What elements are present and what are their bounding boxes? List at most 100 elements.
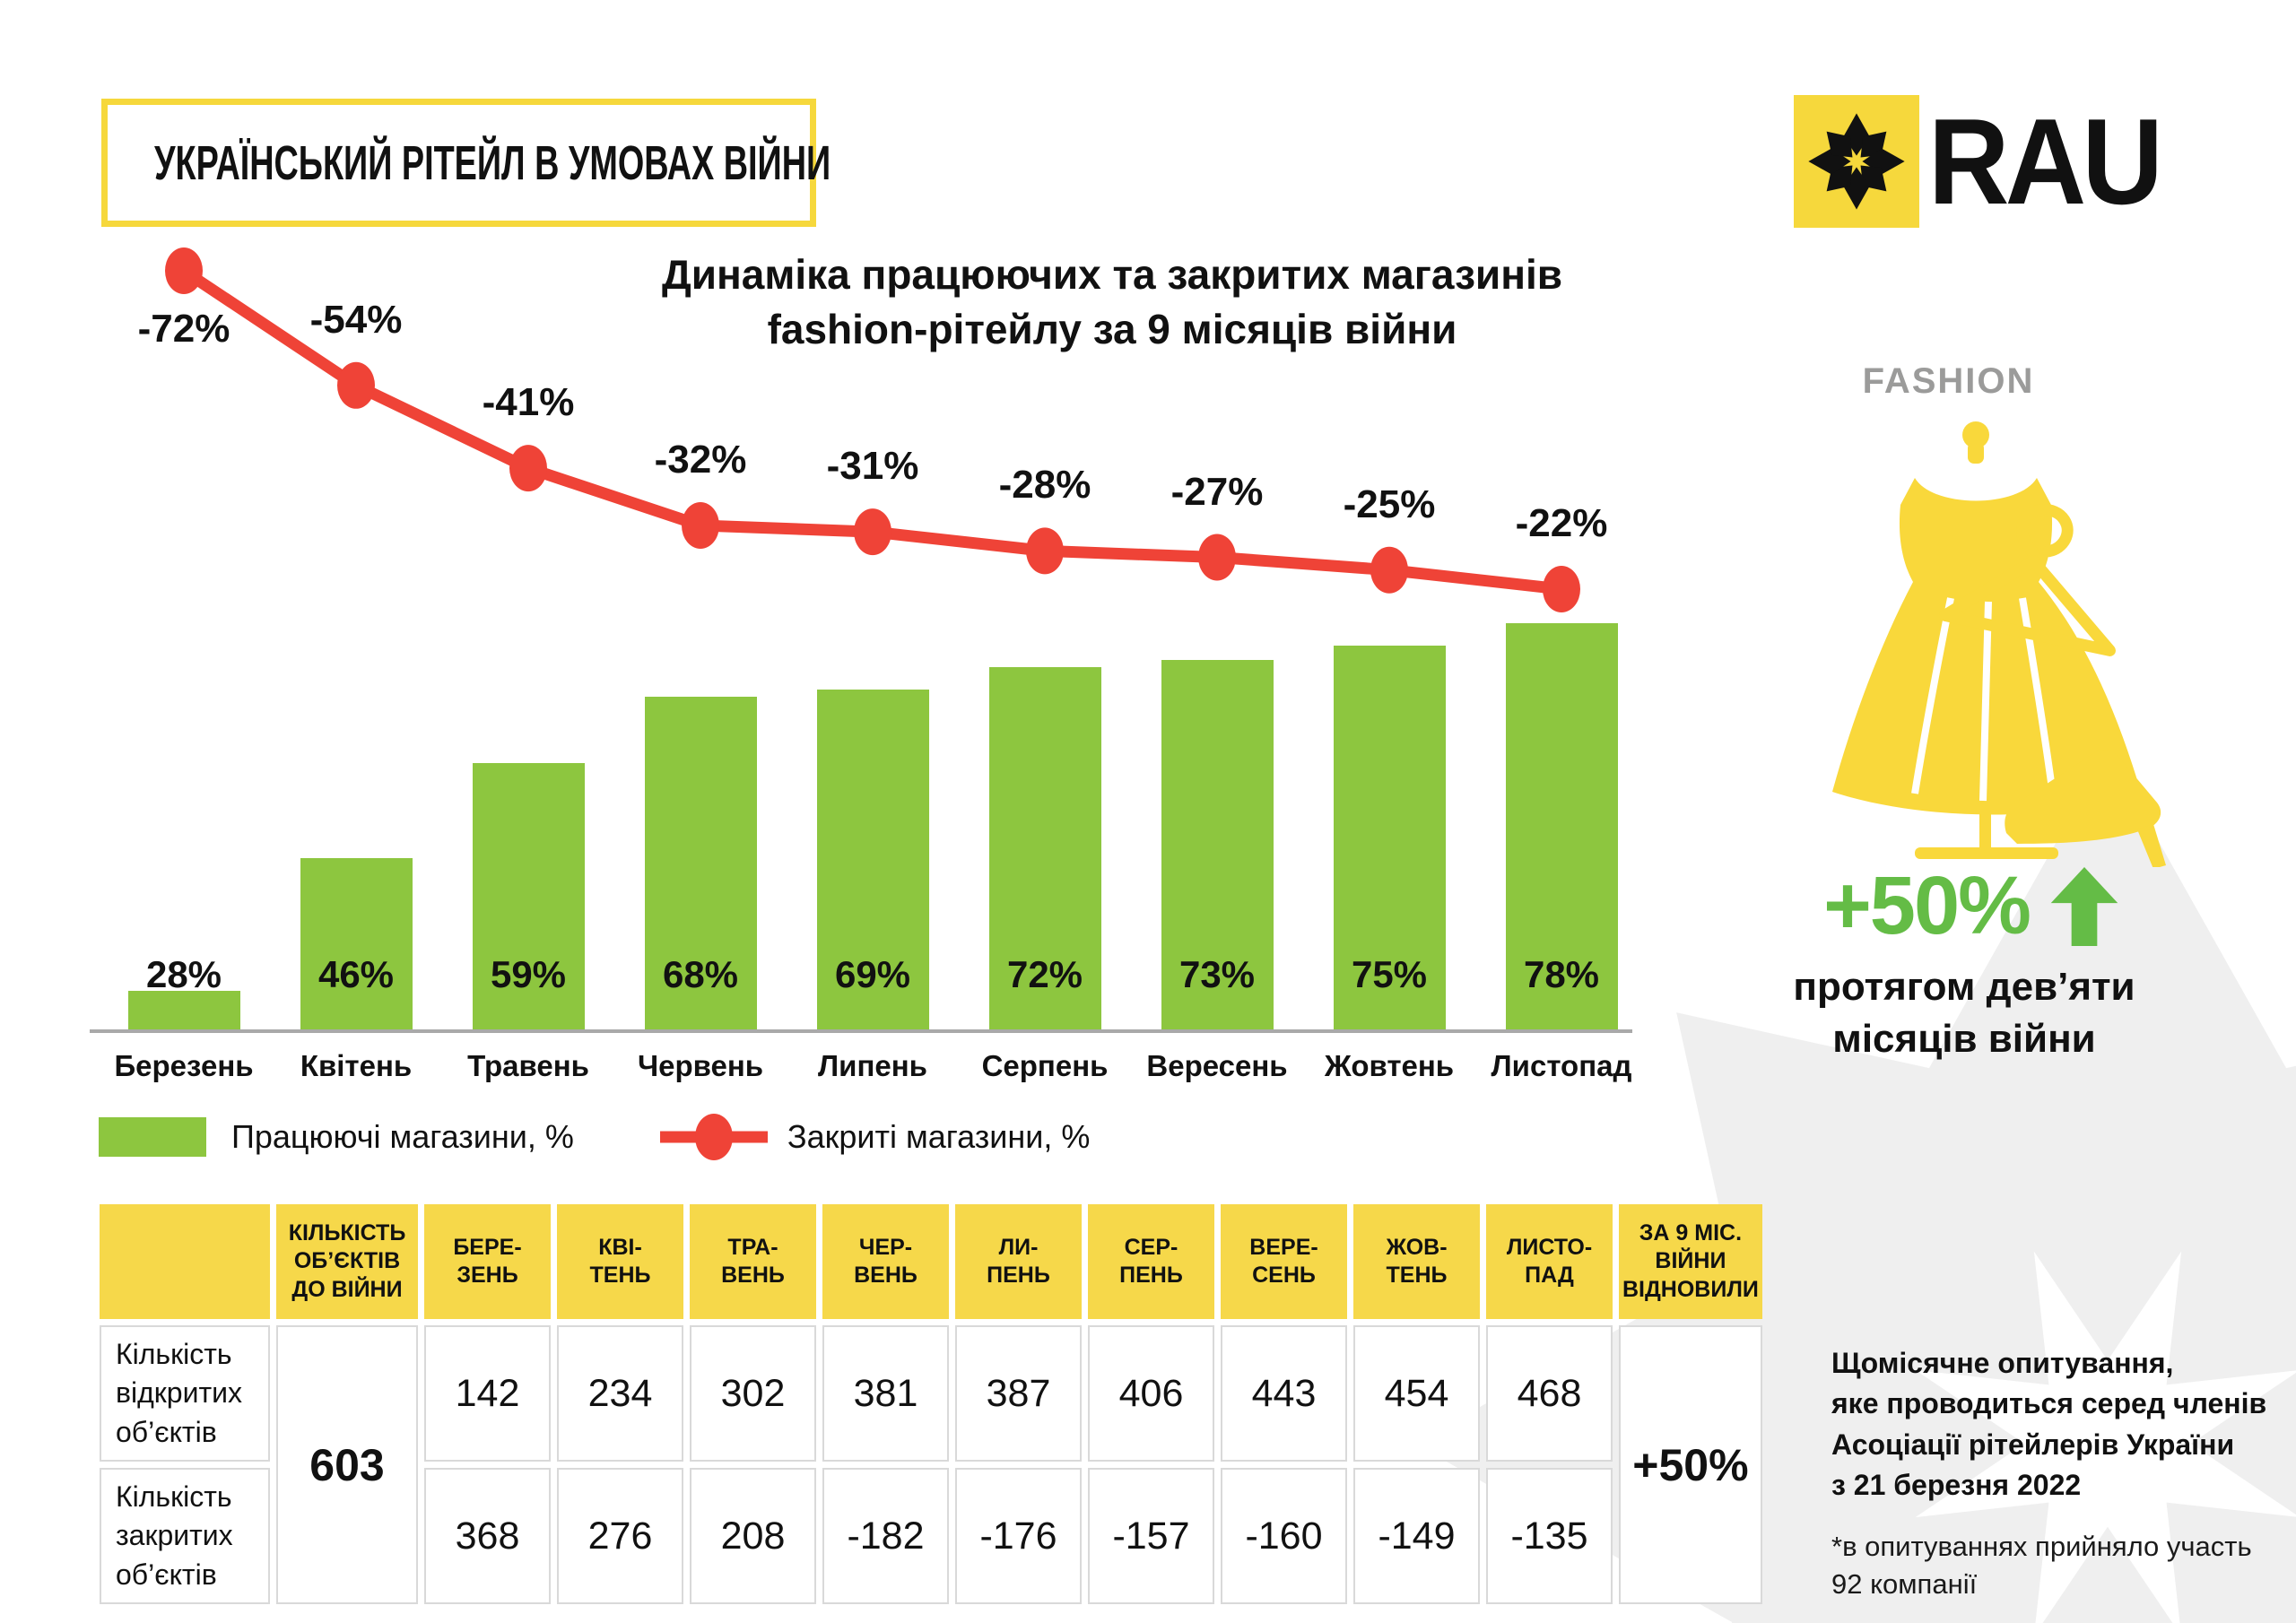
table-header-5: ЧЕР- ВЕНЬ [822, 1204, 949, 1319]
survey-note-small: *в опитуваннях прийняло участь 92 компан… [1831, 1530, 2252, 1600]
line-dot-9 [1543, 566, 1580, 612]
table-row-label-2: Кількість закритих об’єктів [100, 1468, 270, 1604]
table-cell-r1c7: 443 [1221, 1325, 1347, 1462]
page-title: УКРАЇНСЬКИЙ РІТЕЙЛ В УМОВАХ ВІЙНИ [154, 135, 831, 190]
fashion-stat-caption: протягом дев’яти місяців війни [1793, 965, 2135, 1062]
table-header-3: КВІ- ТЕНЬ [557, 1204, 683, 1319]
bar-8 [1334, 645, 1446, 1031]
line-label-9: -22% [1515, 501, 1608, 545]
line-dot-2 [337, 361, 375, 409]
line-dot-6 [1026, 527, 1064, 575]
legend-bar-label: Працюючі магазини, % [231, 1118, 574, 1155]
legend-bar-swatch [99, 1117, 206, 1157]
table-header-10: ЛИСТО- ПАД [1486, 1204, 1613, 1319]
bar-label-6: 72% [1006, 953, 1083, 995]
table-prewar-total: 603 [276, 1325, 418, 1604]
table-cell-r2c8: -149 [1353, 1468, 1480, 1604]
table-recovered-total: +50% [1619, 1325, 1762, 1604]
chart-title-line2: fashion-рітейлу за 9 місяців війни [767, 306, 1457, 353]
table-cell-r1c3: 302 [690, 1325, 816, 1462]
table-header-0 [100, 1204, 270, 1319]
legend-line-label: Закриті магазини, % [787, 1118, 1091, 1155]
table-cell-r2c9: -135 [1486, 1468, 1613, 1604]
bar-label-1: 28% [145, 953, 222, 995]
month-label-3: Травень [467, 1049, 589, 1082]
legend-line-icon [659, 1114, 768, 1160]
month-label-7: Вересень [1146, 1049, 1288, 1082]
line-label-6: -28% [998, 463, 1091, 508]
table-cell-r1c1: 142 [424, 1325, 551, 1462]
line-dot-5 [854, 508, 891, 556]
survey-note-bold: Щомісячне опитування, яке проводиться се… [1831, 1347, 2267, 1502]
table-header-7: СЕР- ПЕНЬ [1088, 1204, 1214, 1319]
line-dot-1 [165, 247, 203, 294]
line-label-3: -41% [482, 380, 575, 425]
line-label-4: -32% [654, 438, 747, 482]
chart-canvas: 28% Березень 46% Квітень 59% Травень 68% Червен… [90, 242, 1632, 1094]
shoe-icon [2005, 750, 2166, 867]
table-header-9: ЖОВ- ТЕНЬ [1353, 1204, 1480, 1319]
month-label-6: Серпень [981, 1049, 1109, 1082]
table-header-8: ВЕРЕ- СЕНЬ [1221, 1204, 1347, 1319]
table-header-11: ЗА 9 МІС. ВІЙНИ ВІДНОВИЛИ [1619, 1204, 1762, 1319]
watermark-star-icon [1414, 751, 2296, 1623]
month-label-2: Квітень [300, 1049, 413, 1082]
bar-label-7: 73% [1178, 953, 1256, 995]
chart-title: Динаміка працюючих та закритих магазинів… [556, 247, 1668, 357]
stats-table: КІЛЬКІСТЬ ОБ’ЄКТІВ ДО ВІЙНИ БЕРЕ- ЗЕНЬ КВІ… [93, 1198, 1769, 1610]
fashion-stat-value: +50% [1823, 860, 2031, 951]
bar-label-9: 78% [1523, 953, 1600, 995]
bar-2 [300, 858, 413, 1031]
rau-star-icon [1808, 113, 1905, 210]
chart-title-line1: Динаміка працюючих та закритих магазинів [661, 251, 1563, 298]
line-dot-4 [682, 502, 719, 549]
bar-label-3: 59% [490, 953, 567, 995]
bar-9 [1506, 622, 1618, 1031]
line-dot-3 [509, 445, 547, 492]
chart-legend: Працюючі магазини, % Закриті магазини, % [99, 1105, 1090, 1169]
line-dot-8 [1370, 546, 1408, 594]
table-row-label-1: Кількість відкритих об’єктів [100, 1325, 270, 1462]
table-cell-r1c9: 468 [1486, 1325, 1613, 1462]
bar-7 [1161, 659, 1274, 1031]
line-dot-7 [1198, 534, 1236, 581]
table-cell-r1c4: 381 [822, 1325, 949, 1462]
bar-label-4: 68% [662, 953, 739, 995]
bar-4 [645, 696, 757, 1031]
line-label-5: -31% [826, 444, 919, 489]
bar-label-2: 46% [317, 953, 395, 995]
fashion-stat-row: +50% [1780, 859, 2166, 953]
line-label-2: -54% [309, 297, 403, 342]
up-arrow-icon [2050, 866, 2118, 946]
month-label-5: Липень [818, 1049, 927, 1082]
bar-1 [128, 990, 240, 1031]
table-cell-r1c8: 454 [1353, 1325, 1480, 1462]
month-label-1: Березень [114, 1049, 254, 1082]
bar-3 [473, 762, 585, 1031]
table-cell-r2c2: 276 [557, 1468, 683, 1604]
table-cell-r2c3: 208 [690, 1468, 816, 1604]
table-cell-r1c6: 406 [1088, 1325, 1214, 1462]
line-label-1: -72% [137, 307, 230, 351]
bar-label-8: 75% [1351, 953, 1428, 995]
table-cell-r1c2: 234 [557, 1325, 683, 1462]
line-label-8: -25% [1343, 482, 1436, 526]
x-axis-line [90, 1029, 1632, 1033]
table-header-4: ТРА- ВЕНЬ [690, 1204, 816, 1319]
stats-table-wrap: КІЛЬКІСТЬ ОБ’ЄКТІВ ДО ВІЙНИ БЕРЕ- ЗЕНЬ КВІ… [93, 1198, 1769, 1610]
bar-6 [989, 667, 1101, 1031]
table-header-1: КІЛЬКІСТЬ ОБ’ЄКТІВ ДО ВІЙНИ [276, 1204, 418, 1319]
table-cell-r2c4: -182 [822, 1468, 949, 1604]
rau-logo: RAU [1794, 94, 2206, 229]
survey-note: Щомісячне опитування, яке проводиться се… [1831, 1343, 2284, 1602]
fashion-heading: FASHION [1862, 361, 2035, 401]
table-cell-r2c5: -176 [955, 1468, 1082, 1604]
month-label-4: Червень [637, 1049, 764, 1082]
table-cell-r2c6: -157 [1088, 1468, 1214, 1604]
title-box: УКРАЇНСЬКИЙ РІТЕЙЛ В УМОВАХ ВІЙНИ [101, 99, 831, 227]
table-header-6: ЛИ- ПЕНЬ [955, 1204, 1082, 1319]
fashion-illustration [1832, 421, 2166, 867]
table-cell-r2c1: 368 [424, 1468, 551, 1604]
bar-5 [817, 689, 929, 1031]
